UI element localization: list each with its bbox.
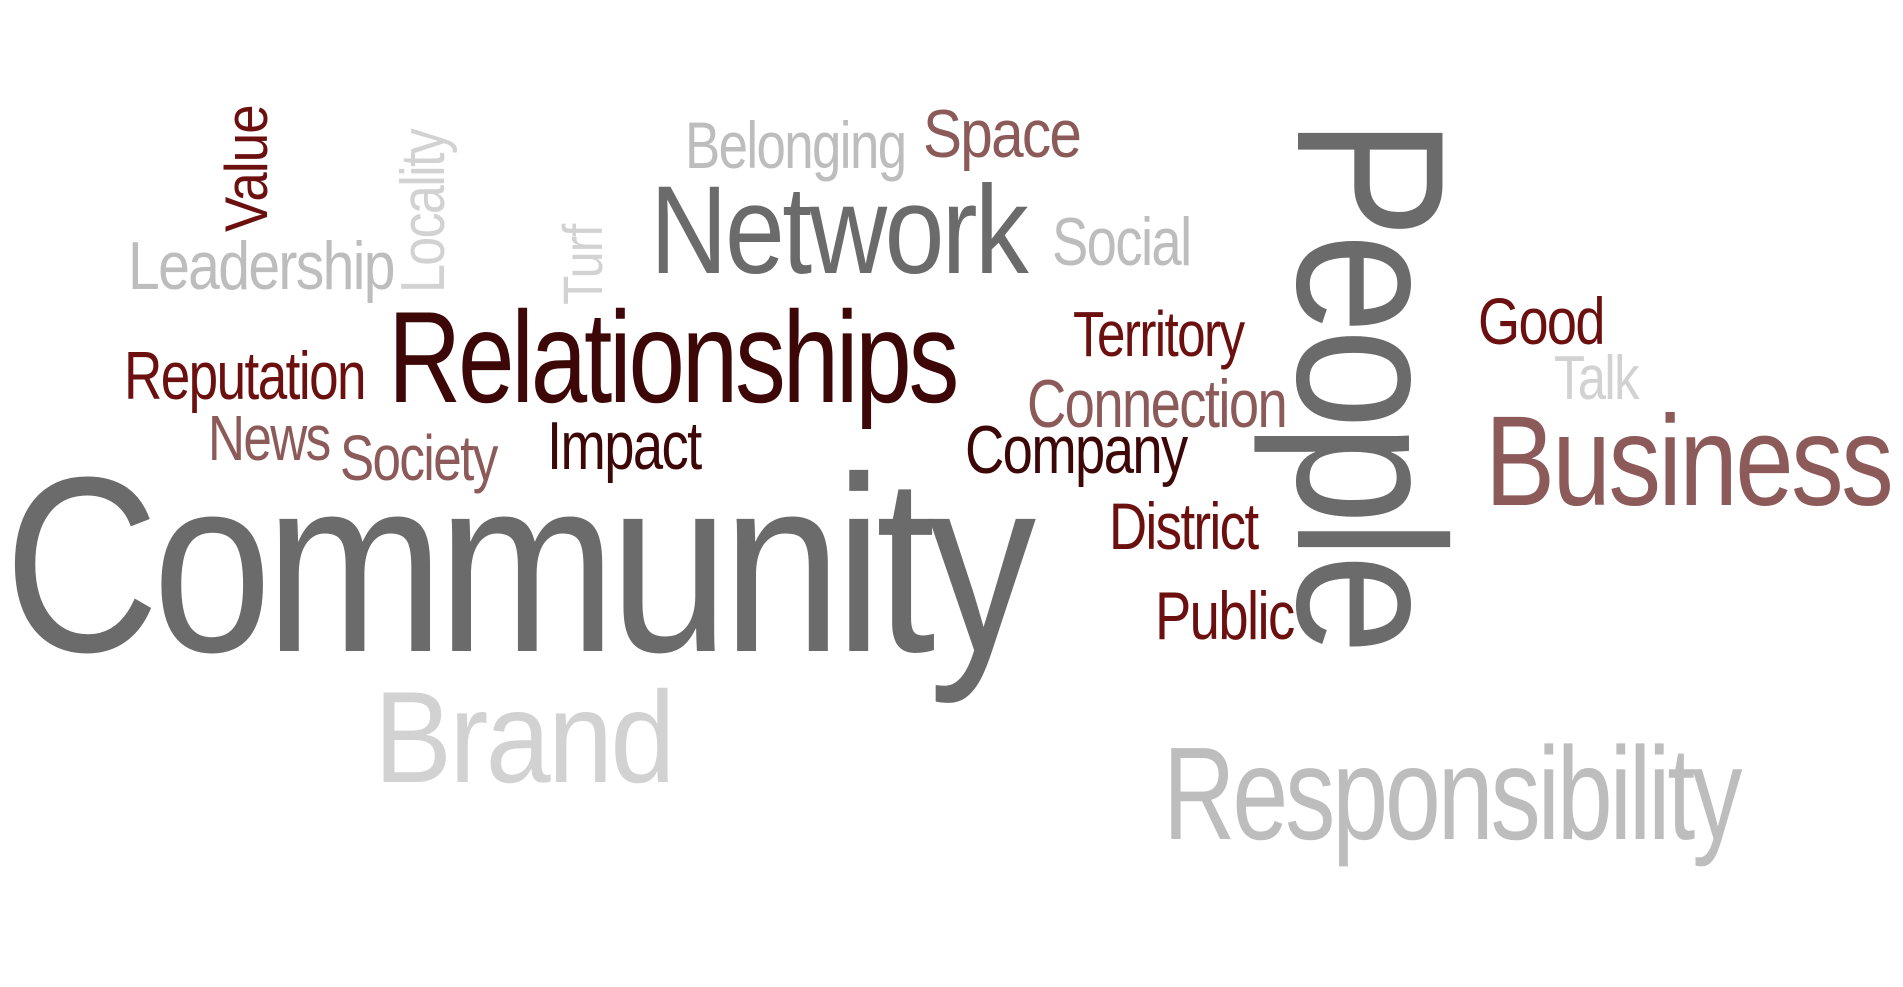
word-responsibility: Responsibility bbox=[1163, 720, 1742, 867]
word-leadership: Leadership bbox=[128, 228, 396, 304]
word-talk: Talk bbox=[1554, 344, 1640, 413]
word-social: Social bbox=[1052, 204, 1192, 280]
word-territory: Territory bbox=[1073, 298, 1245, 370]
word-network: Network bbox=[650, 161, 1029, 300]
word-company: Company bbox=[965, 412, 1188, 488]
word-relationships: Relationships bbox=[388, 284, 959, 430]
word-reputation: Reputation bbox=[124, 338, 367, 414]
word-impact: Impact bbox=[547, 408, 702, 484]
word-belonging: Belonging bbox=[685, 108, 907, 182]
word-news: News bbox=[208, 402, 331, 474]
word-brand: Brand bbox=[374, 664, 675, 810]
word-good: Good bbox=[1478, 284, 1605, 358]
word-people: People bbox=[1253, 118, 1488, 650]
word-business: Business bbox=[1485, 390, 1894, 533]
word-connection: Connection bbox=[1027, 366, 1288, 442]
word-turf: Turf bbox=[551, 224, 614, 305]
word-public: Public bbox=[1155, 578, 1295, 654]
word-society: Society bbox=[340, 422, 498, 494]
word-value: Value bbox=[213, 105, 280, 232]
word-space: Space bbox=[923, 96, 1082, 172]
word-district: District bbox=[1109, 489, 1259, 563]
word-locality: Locality bbox=[389, 129, 458, 293]
word-community: Community bbox=[4, 425, 1036, 704]
